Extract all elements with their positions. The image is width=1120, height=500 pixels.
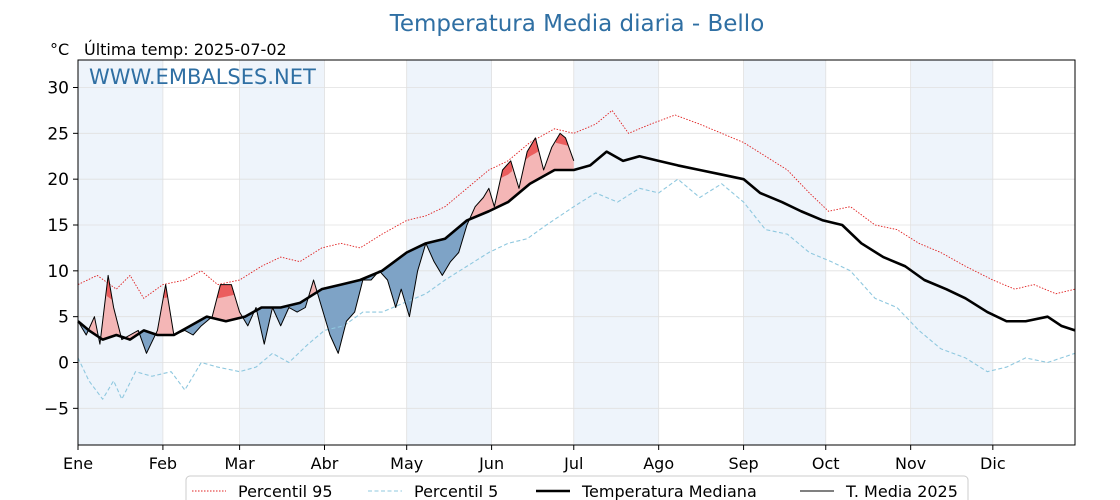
fill-above-median: [124, 330, 140, 340]
x-tick-label: Oct: [812, 454, 840, 473]
y-tick-label: −5: [44, 399, 69, 419]
fill-above-p95: [501, 160, 513, 178]
fill-below-median: [256, 307, 273, 345]
anomaly-fills: [78, 133, 574, 354]
y-tick-label: 10: [47, 262, 69, 282]
fill-above-p95: [525, 137, 539, 160]
month-shade-Mar: [239, 60, 325, 445]
legend-label: Percentil 5: [414, 482, 498, 500]
series-line-temperatura-mediana: [77, 150, 1076, 341]
x-tick-label: Ago: [643, 454, 674, 473]
month-shading: [78, 60, 993, 445]
series-lines: [77, 109, 1076, 400]
fill-above-p95: [555, 133, 569, 146]
x-tick-label: Feb: [149, 454, 177, 473]
x-axis: Ene Feb Mar Abr May Jun Jul Ago Sep Oct Nov Dic: [63, 445, 1006, 473]
legend-box: [185, 475, 969, 500]
y-axis: −5 0 5 10 15 20 25 30: [44, 79, 78, 419]
month-shade-Sep: [743, 60, 826, 445]
x-tick-label: May: [390, 454, 423, 473]
series-line-percentil-95: [77, 109, 1076, 299]
x-tick-label: Jul: [563, 454, 583, 473]
x-tick-label: Abr: [311, 454, 339, 473]
watermark: WWW.EMBALSES.NET: [89, 65, 316, 89]
plot-frame: [77, 59, 1076, 446]
fill-below-median: [425, 218, 470, 276]
series-line-percentil-5: [77, 178, 1076, 400]
fill-above-median: [87, 316, 99, 338]
x-tick-label: Mar: [225, 454, 256, 473]
y-tick-label: 15: [47, 216, 69, 236]
fill-below-median: [379, 243, 426, 317]
fill-above-median: [308, 280, 318, 299]
legend-label: Temperatura Mediana: [581, 482, 757, 500]
x-tick-label: Jun: [478, 454, 504, 473]
x-tick-label: Dic: [980, 454, 1006, 473]
x-tick-label: Sep: [729, 454, 759, 473]
x-tick-label: Nov: [895, 454, 926, 473]
fill-below-median: [316, 272, 378, 354]
legend-label: T. Media 2025: [845, 482, 958, 500]
month-shade-Nov: [910, 60, 993, 445]
fill-above-p95: [217, 284, 235, 299]
fill-below-median: [272, 293, 310, 326]
fill-above-median: [99, 275, 122, 345]
fill-above-p95: [164, 284, 168, 299]
legend: Percentil 95 Percentil 5 Temperatura Media…: [185, 475, 969, 500]
series-line-t-media-2025: [77, 132, 575, 354]
chart-title: Temperatura Media diaria - Bello: [389, 11, 765, 37]
y-tick-label: 5: [58, 308, 69, 328]
y-tick-label: 25: [47, 124, 69, 144]
legend-label: Percentil 95: [238, 482, 333, 500]
y-tick-label: 30: [47, 79, 69, 99]
unit-label: °C: [50, 40, 69, 59]
y-tick-label: 20: [47, 170, 69, 190]
fill-below-median: [138, 330, 157, 354]
fill-above-median: [154, 284, 176, 337]
last-temp-label: Última temp: 2025-07-02: [84, 40, 287, 59]
y-tick-label: 0: [58, 354, 69, 374]
x-tick-label: Ene: [63, 454, 93, 473]
month-shade-Jul: [573, 60, 659, 445]
month-shade-Ene: [78, 60, 163, 445]
